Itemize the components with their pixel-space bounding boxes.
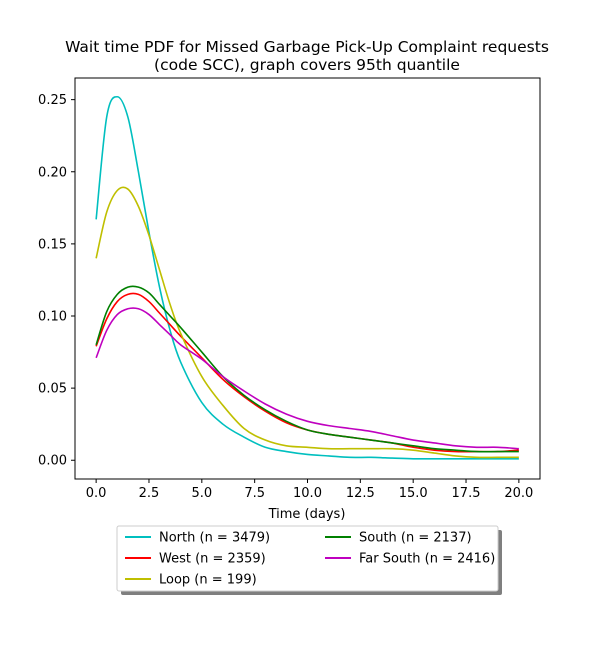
chart-title-line-2: (code SCC), graph covers 95th quantile: [154, 56, 460, 74]
legend-label-4: Far South (n = 2416): [359, 552, 495, 567]
chart-title-line-1: Wait time PDF for Missed Garbage Pick-Up…: [65, 38, 549, 56]
y-tick-label: 0.05: [38, 382, 67, 397]
y-axis: 0.00 0.05 0.10 0.15 0.20 0.25: [38, 93, 75, 469]
x-tick-label: 20.0: [504, 486, 533, 501]
legend-label-2: Loop (n = 199): [159, 573, 257, 588]
x-tick-label: 7.5: [244, 486, 265, 501]
legend-label-3: South (n = 2137): [359, 531, 472, 546]
legend: North (n = 3479) West (n = 2359) Loop (n =…: [116, 525, 502, 595]
series-line-0: [95, 95, 519, 460]
legend-entries: North (n = 3479) West (n = 2359) Loop (n =…: [125, 531, 495, 588]
plot-frame: [74, 77, 541, 480]
x-tick-label: 2.5: [139, 486, 160, 501]
y-tick-label: 0.25: [38, 93, 67, 108]
x-axis: 0.0 2.5 5.0 7.5 10.0 12.5 15.0 17.5 20.0: [86, 479, 533, 501]
x-tick-label: 10.0: [293, 486, 322, 501]
series-layer: [95, 95, 519, 460]
legend-label-0: North (n = 3479): [159, 531, 270, 546]
x-axis-label: Time (days): [268, 507, 346, 522]
series-line-1: [95, 292, 519, 453]
y-tick-label: 0.10: [38, 310, 67, 325]
x-tick-label: 0.0: [86, 486, 107, 501]
legend-label-1: West (n = 2359): [159, 552, 266, 567]
x-tick-label: 15.0: [399, 486, 428, 501]
legend-box: [116, 525, 499, 592]
series-line-2: [95, 186, 519, 459]
x-tick-label: 12.5: [346, 486, 375, 501]
x-tick-label: 17.5: [452, 486, 481, 501]
y-tick-label: 0.15: [38, 237, 67, 252]
x-tick-label: 5.0: [191, 486, 212, 501]
y-tick-label: 0.00: [38, 454, 67, 469]
y-tick-label: 0.20: [38, 165, 67, 180]
series-line-4: [95, 307, 519, 450]
series-line-3: [95, 285, 519, 453]
